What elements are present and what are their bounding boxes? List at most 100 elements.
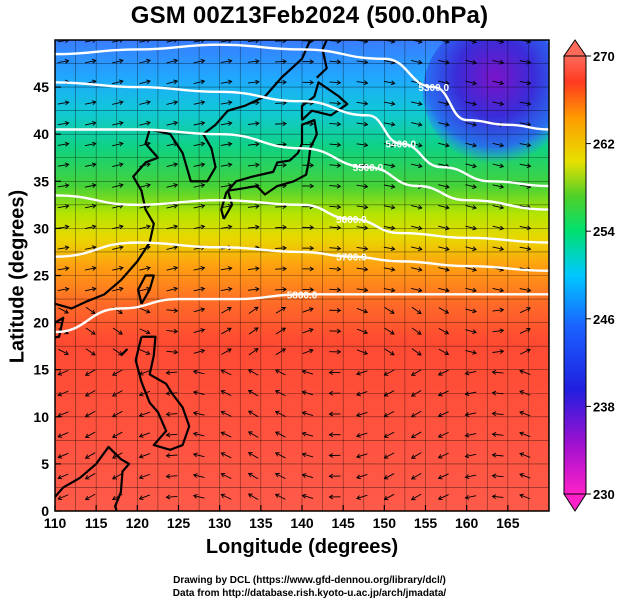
wind-arrow-head <box>472 204 477 210</box>
wind-arrow-head <box>255 204 260 209</box>
wind-arrow-shaft <box>166 413 178 415</box>
wind-arrow-head <box>328 411 334 417</box>
wind-arrow-head <box>417 287 423 293</box>
wind-arrow-head <box>173 79 179 85</box>
wind-arrow-head <box>519 473 525 478</box>
wind-arrow-shaft <box>139 473 151 479</box>
wind-arrow-shaft <box>492 205 504 209</box>
wind-arrow-head <box>328 494 334 500</box>
wind-arrow-shaft <box>139 307 150 313</box>
wind-arrow-shaft <box>57 411 69 417</box>
wind-arrow-head <box>282 141 287 147</box>
wind-arrow-head <box>138 433 144 438</box>
wind-arrow-shaft <box>166 350 178 353</box>
wind-arrow-shaft <box>302 391 314 396</box>
wind-arrow-head <box>491 390 497 396</box>
wind-arrow-shaft <box>465 184 477 188</box>
wind-arrow-shaft <box>302 411 314 416</box>
wind-arrow-shaft <box>220 122 232 126</box>
wind-arrow-head <box>111 392 117 397</box>
wind-arrow-shaft <box>166 101 178 105</box>
coastline <box>55 316 65 339</box>
wind-arrow-shaft <box>492 495 504 498</box>
wind-arrow-shaft <box>57 60 69 64</box>
wind-arrow-head <box>499 101 505 107</box>
wind-arrow-shaft <box>193 370 205 375</box>
y-tick-label: 20 <box>33 315 49 331</box>
wind-arrow-head <box>255 121 260 126</box>
x-tick-label: 160 <box>455 515 479 531</box>
wind-arrow-shaft <box>220 226 232 229</box>
wind-arrow-head <box>390 246 396 252</box>
wind-arrow-head <box>118 224 124 230</box>
wind-arrow-head <box>499 163 505 169</box>
wind-arrow-shaft <box>356 226 368 229</box>
wind-arrow-shaft <box>438 163 450 168</box>
wind-arrow-shaft <box>193 288 205 292</box>
wind-arrow-head <box>91 141 97 147</box>
wind-arrow-shaft <box>384 452 395 459</box>
wind-arrow-shaft <box>519 246 531 250</box>
wind-arrow-head <box>281 348 287 353</box>
wind-arrow-shaft <box>411 306 422 314</box>
wind-arrow-head <box>383 475 389 480</box>
wind-arrow-head <box>173 120 179 126</box>
wind-arrow-shaft <box>248 390 259 397</box>
wind-arrow-shaft <box>193 308 205 313</box>
y-tick-label: 5 <box>41 456 49 472</box>
wind-arrow-shaft <box>519 411 531 417</box>
wind-arrow-head <box>309 79 315 85</box>
map-title: GSM 00Z13Feb2024 (500.0hPa) <box>130 2 489 29</box>
wind-arrow-shaft <box>465 101 477 105</box>
wind-arrow-head <box>390 287 396 293</box>
wind-arrow-shaft <box>166 287 178 292</box>
wind-arrow-shaft <box>139 267 151 271</box>
wind-arrow-head <box>173 286 179 292</box>
wind-arrow-shaft <box>356 81 368 84</box>
wind-arrow-head <box>499 307 505 313</box>
wind-arrow-shaft <box>356 494 368 499</box>
y-tick-label: 0 <box>41 503 49 519</box>
wind-arrow-shaft <box>410 101 422 105</box>
wind-arrow-shaft <box>139 411 151 417</box>
wind-arrow-head <box>200 224 206 230</box>
wind-arrow-shaft <box>84 267 96 271</box>
wind-arrow-shaft <box>275 473 286 480</box>
wind-arrow-head <box>526 121 532 127</box>
wind-arrow-head <box>173 245 179 251</box>
wind-arrow-head <box>282 245 287 251</box>
wind-arrow-shaft <box>112 59 124 64</box>
wind-arrow-head <box>200 183 206 188</box>
wind-arrow-head <box>417 163 423 169</box>
wind-arrow-shaft <box>438 452 449 459</box>
wind-arrow-shaft <box>329 226 341 229</box>
wind-arrow-shaft <box>465 287 477 292</box>
wind-arrow-shaft <box>193 412 205 416</box>
wind-arrow-shaft <box>57 432 69 438</box>
x-axis-label: Longitude (degrees) <box>205 536 399 558</box>
wind-arrow-head <box>227 327 232 333</box>
wind-arrow-shaft <box>220 143 232 146</box>
wind-arrow-head <box>363 287 369 293</box>
wind-arrow-head <box>417 101 423 107</box>
wind-arrow-head <box>173 265 179 271</box>
wind-arrow-shaft <box>356 246 368 250</box>
wind-arrow-shaft <box>410 287 422 292</box>
wind-arrow-shaft <box>410 246 422 250</box>
wind-arrow-shaft <box>383 60 395 64</box>
wind-arrow-head <box>526 59 532 65</box>
wind-arrow-head <box>118 330 123 335</box>
wind-arrow-shaft <box>193 267 205 271</box>
wind-arrow-head <box>336 40 342 44</box>
wind-arrow-shaft <box>57 267 69 271</box>
wind-arrow-head <box>526 142 532 148</box>
wind-arrow-shaft <box>410 225 422 230</box>
wind-arrow-shaft <box>84 288 96 292</box>
wind-arrow-shaft <box>519 101 531 105</box>
x-tick-label: 150 <box>373 515 397 531</box>
wind-arrow-head <box>416 330 422 335</box>
wind-arrow-shaft <box>112 267 124 271</box>
wind-arrow-shaft <box>329 185 341 187</box>
wind-arrow-head <box>309 266 315 272</box>
wind-arrow-shaft <box>438 80 450 85</box>
